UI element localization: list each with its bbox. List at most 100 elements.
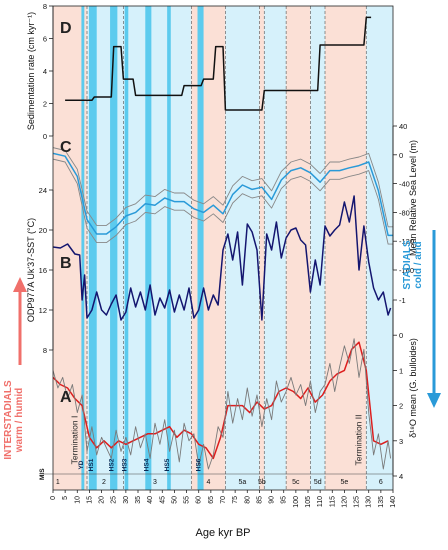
stadial-band (366, 6, 393, 490)
x-tick-label: 115 (329, 496, 336, 507)
y-tick-label: 24 (39, 186, 47, 195)
y-tick-label: 1 (399, 366, 403, 375)
y-tick-label: 20 (39, 226, 47, 235)
heinrich-label: HS6 (196, 458, 203, 471)
panel-letter: C (60, 139, 72, 156)
mis-stage-label: 5d (314, 479, 322, 486)
y-tick-label: 4 (43, 67, 47, 76)
termination-i-label: Termination I (69, 416, 79, 465)
mis-stage-label: 1 (56, 479, 60, 486)
x-tick-label: 100 (293, 496, 300, 508)
x-tick-label: 120 (341, 496, 348, 508)
heinrich-band (81, 6, 85, 490)
heinrich-label: HS2 (109, 458, 116, 471)
interstadials-label: INTERSTADIALS (3, 380, 14, 460)
interstadial-band (259, 6, 265, 490)
down-arrow-icon (427, 230, 441, 408)
y-axis-label: δ¹⁸O mean (G. bulloides) (408, 338, 418, 438)
x-tick-label: 60 (196, 496, 203, 504)
y-tick-label: 0 (399, 331, 403, 340)
heinrich-band (197, 6, 204, 490)
arrow-head (13, 277, 27, 292)
mis-stage-label: 3 (153, 479, 157, 486)
y-tick-label: 6 (43, 35, 47, 44)
y-tick-label: 2 (43, 100, 47, 109)
mis-stage-label: 4 (206, 479, 210, 486)
x-tick-label: 130 (366, 496, 373, 508)
heinrich-label: HS3 (121, 458, 128, 471)
heinrich-band (167, 6, 171, 490)
x-tick-label: 35 (135, 496, 142, 504)
panel-letter: B (60, 255, 72, 272)
x-tick-label: 25 (111, 496, 118, 504)
y-tick-label: 8 (43, 2, 47, 11)
y-tick-label: 4 (399, 472, 403, 481)
stadial-band (87, 6, 192, 490)
x-tick-label: 125 (354, 496, 361, 508)
y-tick-label: -40 (399, 180, 410, 189)
mis-header: MIS (39, 468, 46, 480)
heinrich-band (110, 6, 118, 490)
x-tick-label: 80 (244, 496, 251, 504)
mis-stage-label: 6 (379, 479, 383, 486)
stadial-band (310, 6, 325, 490)
x-tick-label: 70 (220, 496, 227, 504)
interstadial-band (191, 6, 226, 490)
heinrich-label: HS1 (88, 458, 95, 471)
x-tick-label: 20 (99, 496, 106, 504)
x-tick-label: 95 (281, 496, 288, 504)
data-series (53, 16, 393, 470)
mis-stage-label: 2 (102, 479, 106, 486)
x-tick-label: 140 (390, 496, 397, 508)
series-line (53, 195, 392, 321)
panel-letter: A (60, 389, 72, 406)
interstadials-side-label: INTERSTADIALS warm / humid (3, 277, 27, 460)
stadial-band (264, 6, 287, 490)
climate-bands (53, 6, 393, 490)
y-tick-label: 0 (43, 132, 47, 141)
x-tick-label: 105 (305, 496, 312, 508)
y-axis-label: Sedimentation rate (cm kyr⁻¹) (26, 12, 36, 130)
series-line (53, 338, 392, 470)
x-tick-label: 30 (123, 496, 130, 504)
mis-stage-label: 5e (341, 479, 349, 486)
x-tick-label: 110 (317, 496, 324, 507)
y-tick-label: -1 (399, 296, 406, 305)
x-tick-label: 40 (147, 496, 154, 504)
stadials-label: STADIALS (402, 240, 413, 290)
heinrich-label: HS4 (143, 458, 150, 471)
x-tick-label: 0 (50, 496, 57, 500)
mis-stage-label: 5c (292, 479, 300, 486)
y-tick-label: -80 (399, 208, 410, 217)
y-axis-label: Mean Relative Sea Level (m) (408, 140, 418, 256)
termination-ii-label: Termination II (353, 414, 363, 465)
series-line (65, 16, 372, 111)
heinrich-label: YD (78, 460, 85, 469)
y-tick-label: 0 (399, 151, 403, 160)
x-tick-label: 55 (184, 496, 191, 504)
heinrich-band (88, 6, 97, 490)
series-line (53, 152, 393, 237)
y-tick-label: 2 (399, 402, 403, 411)
x-axis-label: Age kyr BP (195, 527, 250, 539)
y-tick-label: 8 (43, 346, 47, 355)
mis-stage-label: 5a (239, 479, 247, 486)
stadials-sublabel: cold / arid (413, 241, 424, 288)
x-tick-label: 85 (256, 496, 263, 504)
arrow-head (427, 393, 441, 408)
y-tick-label: 16 (39, 266, 47, 275)
x-tick-label: 50 (171, 496, 178, 504)
series-line (53, 158, 393, 245)
x-tick-label: 65 (208, 496, 215, 504)
x-tick-label: 135 (378, 496, 385, 508)
panel-letter: D (60, 20, 72, 37)
mis-stage-label: 5b (258, 479, 266, 486)
x-tick-label: 90 (269, 496, 276, 504)
heinrich-band (124, 6, 129, 490)
heinrich-label: HS5 (164, 458, 171, 471)
x-tick-label: 75 (232, 496, 239, 504)
interstadial-band (286, 6, 311, 490)
y-tick-label: -120 (399, 237, 414, 246)
